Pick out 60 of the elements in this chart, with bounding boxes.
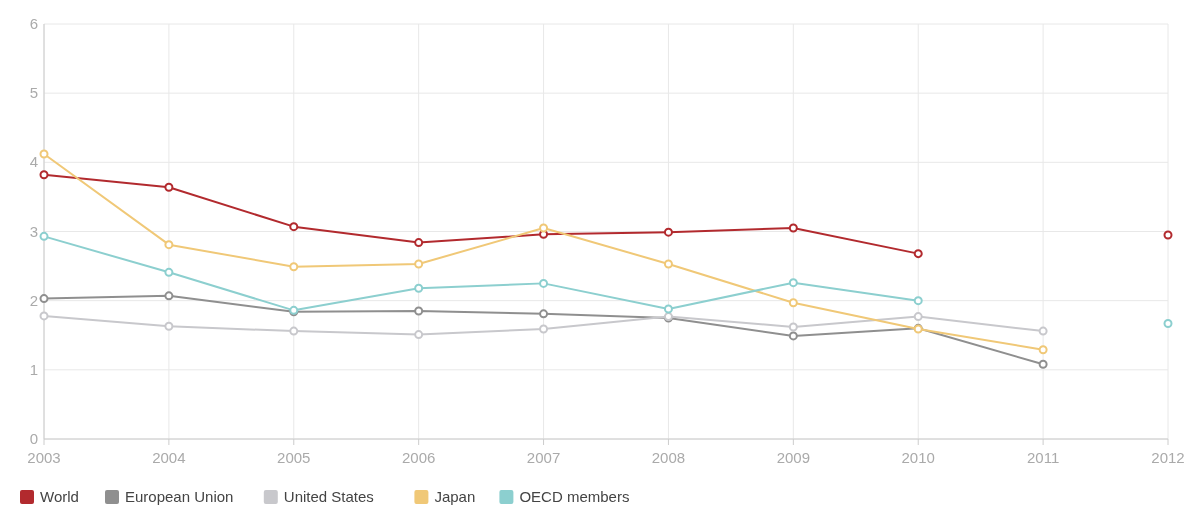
point [414,238,424,248]
legend-label: World [40,488,79,505]
y-tick-label: 2 [29,291,38,309]
point [39,231,49,241]
y-tick-label: 6 [29,15,38,32]
point [414,306,424,316]
legend-label: Japan [434,488,476,505]
y-tick-label: 0 [29,430,38,447]
y-tick-label: 3 [29,222,38,240]
point [414,330,424,340]
x-tick-label: 2003 [27,449,61,466]
x-tick-label: 2006 [401,449,436,466]
x-tick-label: 2010 [901,449,935,466]
point [539,223,549,233]
x-tick-label: 2012 [1151,449,1185,466]
point [164,291,174,301]
point [39,149,49,159]
x-tick-label: 2009 [776,449,811,466]
point [414,283,424,293]
point [164,240,174,250]
point [1038,345,1048,355]
x-tick-label: 2004 [152,449,186,466]
point [414,259,424,269]
legend-label: European Union [125,488,234,505]
point [913,249,923,259]
point [788,331,798,341]
point [913,312,923,322]
x-tick-label: 2008 [651,449,686,466]
point [663,304,673,314]
legend-label: OECD members [519,488,630,505]
point [1163,230,1173,240]
point [788,298,798,308]
legend-label: United States [283,488,374,505]
y-tick-label: 5 [29,84,38,102]
point [289,326,299,336]
point [1038,359,1048,369]
point [788,223,798,233]
point [539,324,549,334]
x-tick-label: 2011 [1026,449,1060,466]
point [164,321,174,331]
point [289,222,299,232]
point [663,227,673,237]
x-tick-label: 2005 [277,449,311,466]
point [1038,326,1048,336]
point [788,278,798,288]
point [539,309,549,319]
point [39,311,49,321]
point [164,267,174,277]
point [164,182,174,192]
point [1163,318,1173,328]
point [913,296,923,306]
y-tick-label: 1 [29,360,38,378]
point [663,259,673,269]
point [39,170,49,180]
point [289,262,299,272]
x-tick-label: 2007 [526,449,561,466]
point [539,278,549,288]
y-tick-label: 4 [29,153,38,171]
point [39,294,49,304]
point [788,322,798,332]
